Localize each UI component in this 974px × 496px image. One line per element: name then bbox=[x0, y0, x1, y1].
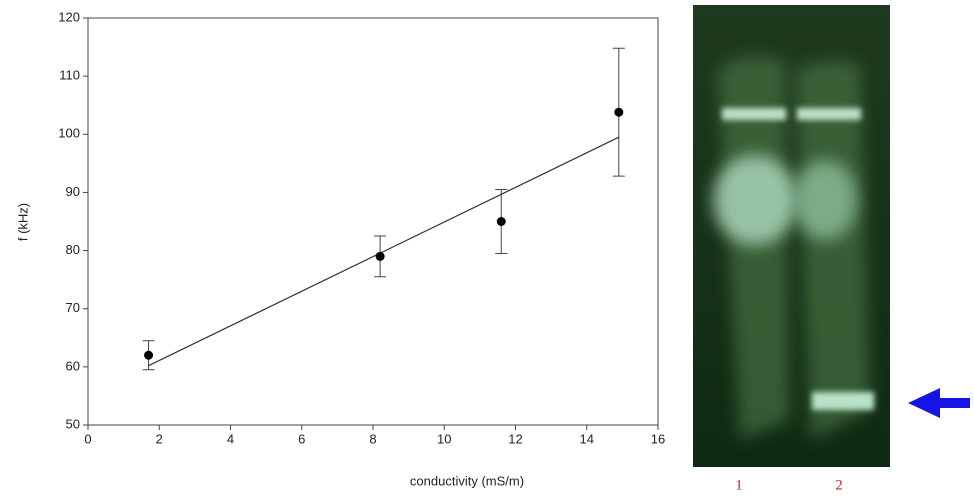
x-tick-label: 8 bbox=[369, 431, 376, 446]
plot-frame bbox=[87, 17, 659, 426]
y-tick-label: 110 bbox=[59, 68, 80, 83]
y-axis-label: f (kHz) bbox=[15, 203, 30, 241]
lane-label: 1 bbox=[735, 477, 743, 493]
x-tick-label: 12 bbox=[508, 431, 522, 446]
y-tick-label: 50 bbox=[66, 416, 80, 431]
y-tick-label: 70 bbox=[66, 300, 80, 315]
lane-label: 2 bbox=[835, 477, 843, 493]
gel-image bbox=[693, 5, 890, 467]
point bbox=[496, 217, 506, 226]
y-tick-label: 60 bbox=[66, 358, 80, 373]
y-tick-label: 120 bbox=[58, 9, 80, 24]
fit-line bbox=[148, 136, 620, 367]
x-tick-label: 14 bbox=[580, 431, 594, 446]
x-tick-label: 6 bbox=[298, 431, 305, 446]
point bbox=[375, 251, 385, 261]
x-tick-label: 0 bbox=[84, 431, 91, 446]
y-tick-label: 90 bbox=[66, 184, 80, 199]
x-axis-label: conductivity (mS/m) bbox=[410, 473, 524, 488]
x-tick-label: 4 bbox=[227, 431, 234, 446]
y-tick-label: 100 bbox=[58, 126, 80, 141]
point bbox=[614, 107, 624, 117]
x-tick-label: 10 bbox=[437, 431, 451, 446]
arrow bbox=[908, 388, 970, 418]
x-tick-label: 2 bbox=[156, 431, 163, 446]
x-tick-label: 16 bbox=[651, 431, 665, 446]
point bbox=[144, 350, 154, 360]
y-tick-label: 80 bbox=[66, 242, 80, 257]
